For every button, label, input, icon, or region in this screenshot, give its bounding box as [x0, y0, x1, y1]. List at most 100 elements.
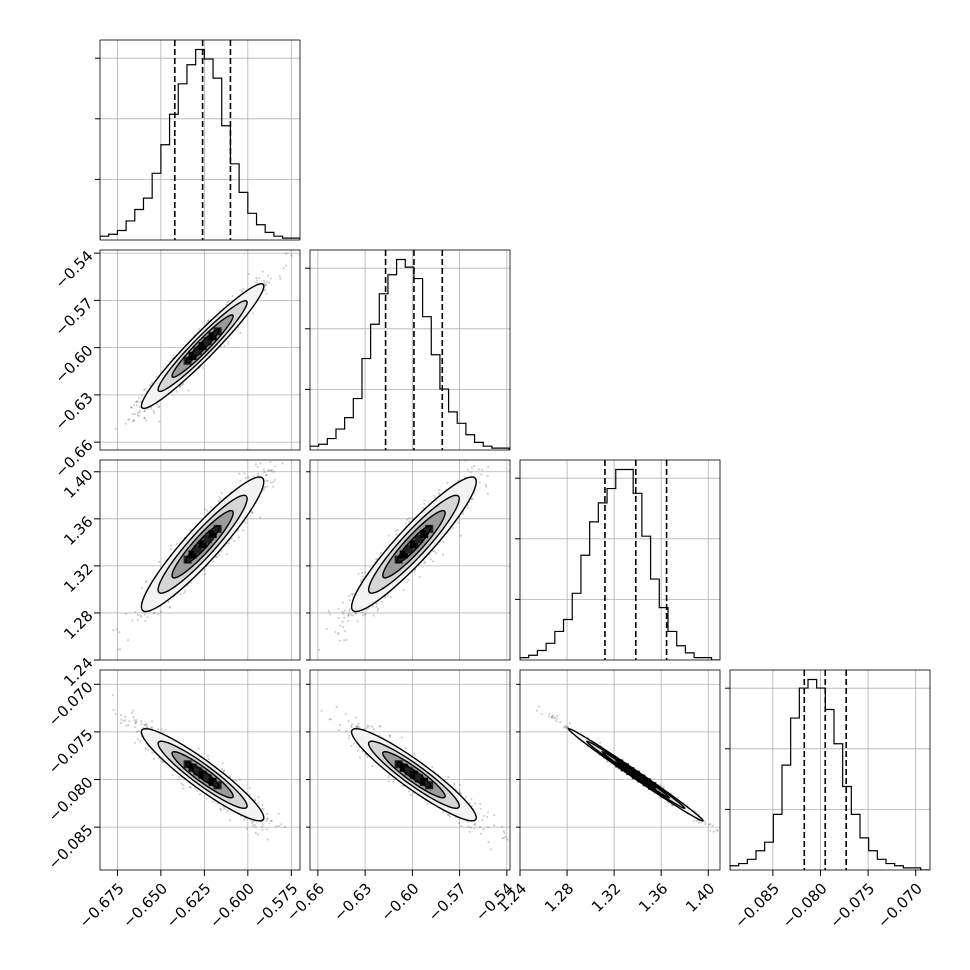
scatter-point — [480, 473, 483, 476]
scatter-point — [178, 385, 181, 388]
histogram-step-line — [520, 468, 720, 660]
scatter-point — [377, 607, 380, 610]
scatter-point — [361, 571, 364, 575]
scatter-point — [424, 561, 427, 564]
scatter-point — [282, 267, 285, 270]
scatter-point — [175, 542, 178, 546]
panel-frame — [309, 249, 511, 451]
scatter-point — [255, 276, 258, 279]
density-contour — [140, 476, 265, 613]
density-cell — [193, 545, 202, 554]
scatter-point — [251, 511, 254, 514]
scatter-point — [206, 509, 209, 512]
scatter-point — [130, 406, 133, 409]
density-cell — [183, 555, 192, 564]
density-core — [183, 327, 222, 365]
scatter-point — [182, 383, 185, 386]
scatter-point — [222, 769, 225, 773]
scatter-point — [238, 778, 241, 781]
density-contour — [350, 476, 478, 613]
scatter-point — [354, 612, 357, 615]
scatter-point — [259, 516, 262, 519]
scatter-point — [266, 485, 269, 488]
scatter-point — [264, 474, 268, 477]
scatter-point — [127, 418, 130, 421]
scatter-point — [155, 375, 158, 379]
scatter-point — [349, 608, 352, 611]
scatter-point — [144, 387, 147, 391]
scatter-point — [132, 709, 135, 712]
density-cell — [409, 540, 418, 549]
scatter-point — [115, 628, 118, 631]
scatter-point — [212, 560, 215, 563]
scatter-point — [469, 471, 472, 474]
scatter-point — [239, 479, 242, 482]
density-cell — [198, 540, 207, 549]
scatter-point — [470, 466, 473, 469]
scatter-point — [422, 506, 425, 510]
scatter-point — [153, 411, 156, 414]
scatter-point — [197, 747, 200, 750]
density-contour — [382, 509, 446, 579]
scatter-point — [379, 552, 382, 555]
density-core — [183, 524, 222, 564]
scatter-point — [247, 272, 250, 275]
scatter-point — [254, 463, 258, 466]
scatter-point — [119, 648, 122, 651]
scatter-point — [459, 534, 462, 537]
scatter-point — [204, 508, 207, 511]
density-contour — [140, 282, 265, 410]
scatter-point — [286, 455, 288, 457]
scatter-point — [221, 762, 224, 765]
scatter-point — [143, 416, 146, 419]
scatter-point — [362, 575, 365, 578]
scatter-point — [348, 599, 351, 602]
scatter-point — [134, 611, 137, 614]
scatter-point — [153, 611, 156, 614]
scatter-point — [478, 481, 481, 484]
scatter-point — [136, 412, 139, 415]
scatter-point — [227, 541, 230, 545]
scatter-point — [423, 502, 426, 505]
scatter-point — [145, 579, 148, 582]
panel-frame — [519, 459, 721, 661]
scatter-content — [100, 250, 300, 450]
scatter-point — [256, 833, 260, 836]
scatter-point — [375, 605, 378, 609]
scatter-point — [143, 417, 146, 420]
scatter-point — [255, 281, 258, 284]
scatter-point — [227, 300, 230, 303]
scatter-point — [120, 718, 123, 721]
scatter-point — [345, 638, 348, 641]
scatter-point — [150, 726, 153, 729]
scatter-point — [376, 609, 379, 612]
scatter-point — [152, 612, 155, 615]
scatter-point — [128, 418, 131, 421]
scatter-point — [350, 593, 353, 596]
scatter-point — [457, 479, 460, 482]
scatter-point — [499, 452, 501, 454]
scatter-point — [487, 465, 490, 469]
scatter-point — [431, 549, 435, 553]
scatter-point — [144, 409, 147, 412]
scatter-point — [180, 383, 183, 386]
scatter-point — [263, 485, 266, 488]
scatter-point — [464, 476, 467, 479]
scatter-point — [406, 518, 409, 521]
scatter-point — [218, 496, 221, 499]
scatter-point — [205, 797, 208, 800]
scatter-point — [160, 728, 163, 731]
scatter-point — [157, 405, 160, 408]
scatter-point — [144, 419, 147, 422]
scatter-point — [263, 471, 266, 474]
scatter-point — [207, 757, 210, 761]
histogram-panel-1 — [305, 249, 511, 451]
scatter-point — [278, 275, 281, 278]
scatter-point — [138, 414, 141, 417]
scatter-point — [274, 465, 277, 468]
scatter-point — [138, 406, 141, 409]
scatter-point — [139, 740, 142, 743]
scatter-point — [241, 290, 244, 293]
scatter-content — [100, 455, 300, 660]
scatter-point — [137, 396, 141, 399]
